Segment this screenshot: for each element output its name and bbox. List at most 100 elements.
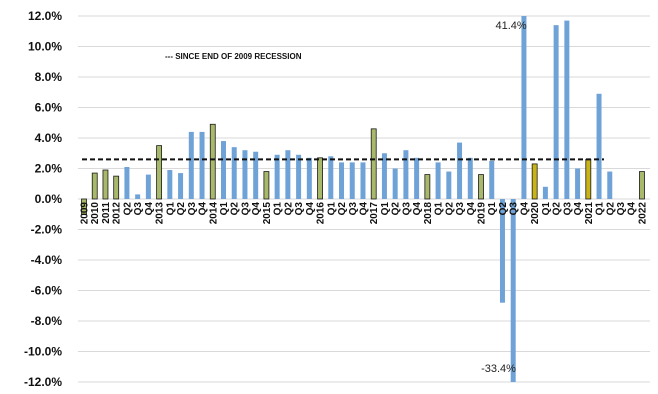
bar bbox=[349, 162, 355, 199]
bar bbox=[328, 156, 334, 199]
bar bbox=[339, 162, 345, 199]
x-tick-label: Q1 bbox=[434, 202, 445, 216]
x-tick-label: Q1 bbox=[165, 202, 176, 216]
annotations: 41.4% -33.4% bbox=[481, 20, 527, 375]
bar bbox=[575, 168, 581, 199]
x-tick-label: Q4 bbox=[358, 202, 369, 216]
bar bbox=[274, 154, 280, 199]
x-tick-label: Q3 bbox=[401, 202, 412, 216]
bar bbox=[199, 131, 205, 199]
bar bbox=[317, 157, 323, 200]
x-tick-label: Q1 bbox=[326, 202, 337, 216]
x-tick-label: Q1 bbox=[273, 202, 284, 216]
x-tick-label: Q4 bbox=[573, 202, 584, 216]
bar bbox=[510, 199, 516, 382]
bar bbox=[306, 157, 312, 199]
y-tick-label: 12.0% bbox=[28, 9, 62, 23]
x-tick-label: Q2 bbox=[391, 202, 402, 216]
x-tick-label: Q3 bbox=[348, 202, 359, 216]
x-tick-label: 2019 bbox=[477, 202, 488, 225]
bar bbox=[178, 173, 184, 199]
x-tick-label: Q2 bbox=[230, 202, 241, 216]
y-tick-label: 8.0% bbox=[35, 70, 63, 84]
bar bbox=[553, 25, 559, 200]
y-tick-label: 2.0% bbox=[35, 162, 63, 176]
y-tick-labels: 12.0% 10.0% 8.0% 6.0% 4.0% 2.0% 0.0% -2.0% -4.0%… bbox=[24, 9, 62, 389]
x-tick-label: Q3 bbox=[509, 202, 520, 216]
x-tick-label: Q1 bbox=[541, 202, 552, 216]
x-tick-label: Q2 bbox=[444, 202, 455, 216]
bar bbox=[392, 168, 398, 199]
x-tick-label: 2022 bbox=[637, 202, 648, 225]
bar bbox=[156, 145, 163, 200]
bar bbox=[81, 198, 87, 215]
y-tick-label: -6.0% bbox=[31, 284, 63, 298]
y-tick-label: 10.0% bbox=[28, 40, 62, 54]
x-tick-label: Q3 bbox=[562, 202, 573, 216]
x-tick-label: 2020 bbox=[530, 202, 541, 225]
x-tick-label: 2015 bbox=[262, 202, 273, 225]
bar bbox=[467, 157, 473, 199]
x-tick-label: Q3 bbox=[294, 202, 305, 216]
x-tick-label: Q4 bbox=[627, 202, 638, 216]
x-tick-label: Q4 bbox=[412, 202, 423, 216]
x-tick-label: Q2 bbox=[176, 202, 187, 216]
x-tick-label: Q1 bbox=[380, 202, 391, 216]
bar bbox=[499, 199, 505, 303]
y-tick-label: -2.0% bbox=[31, 223, 63, 237]
x-tick-label: Q2 bbox=[552, 202, 563, 216]
x-tick-label: Q2 bbox=[498, 202, 509, 216]
x-tick-label: Q1 bbox=[595, 202, 606, 216]
x-tick-label: Q4 bbox=[305, 202, 316, 216]
bar bbox=[403, 150, 409, 199]
bar bbox=[285, 150, 291, 199]
y-tick-label: 6.0% bbox=[35, 101, 63, 115]
x-tick-label: Q2 bbox=[283, 202, 294, 216]
bar bbox=[564, 20, 570, 200]
bar bbox=[167, 170, 173, 199]
x-tick-labels: 2009 2010 2011 2012 Q2 Q3 Q4 2013 Q1 Q2 Q3 Q4 2014 Q1… bbox=[80, 202, 649, 225]
bar bbox=[424, 174, 431, 200]
x-tick-label: 2021 bbox=[584, 202, 595, 225]
bar bbox=[113, 175, 120, 200]
x-tick-label: Q4 bbox=[466, 202, 477, 216]
x-tick-label: 2018 bbox=[423, 202, 434, 225]
x-tick-label: 2011 bbox=[101, 202, 112, 224]
bar bbox=[639, 171, 645, 200]
x-tick-label: Q4 bbox=[198, 202, 209, 216]
bar bbox=[521, 16, 527, 199]
y-tick-label: -4.0% bbox=[31, 253, 63, 267]
x-tick-label: 2012 bbox=[112, 202, 123, 225]
x-tick-label: Q2 bbox=[337, 202, 348, 216]
bar bbox=[531, 163, 538, 200]
annotation-label: -33.4% bbox=[481, 363, 516, 375]
bar bbox=[145, 174, 151, 199]
bar bbox=[296, 154, 302, 199]
x-tick-label: Q4 bbox=[144, 202, 155, 216]
bar bbox=[489, 160, 495, 199]
bar bbox=[370, 128, 377, 200]
bar bbox=[381, 153, 387, 199]
x-tick-label: Q3 bbox=[187, 202, 198, 216]
x-tick-label: 2010 bbox=[90, 202, 101, 225]
annotation-label: 41.4% bbox=[495, 20, 526, 32]
bar bbox=[102, 169, 109, 200]
bar bbox=[435, 162, 441, 199]
legend-label: --- SINCE END OF 2009 RECESSION bbox=[165, 52, 302, 61]
x-tick-label: Q2 bbox=[605, 202, 616, 216]
x-tick-label: Q1 bbox=[219, 202, 230, 216]
bar bbox=[253, 151, 259, 199]
bar bbox=[607, 171, 613, 199]
bar bbox=[596, 93, 602, 199]
bar bbox=[209, 123, 216, 200]
bar bbox=[446, 171, 452, 199]
y-tick-label: 0.0% bbox=[35, 192, 63, 206]
bars bbox=[81, 16, 645, 382]
x-tick-label: Q3 bbox=[240, 202, 251, 216]
x-tick-label: Q2 bbox=[122, 202, 133, 216]
x-tick-label: 2009 bbox=[80, 202, 91, 225]
x-tick-label: Q4 bbox=[251, 202, 262, 216]
y-tick-label: -12.0% bbox=[24, 375, 62, 389]
bar bbox=[585, 158, 592, 200]
